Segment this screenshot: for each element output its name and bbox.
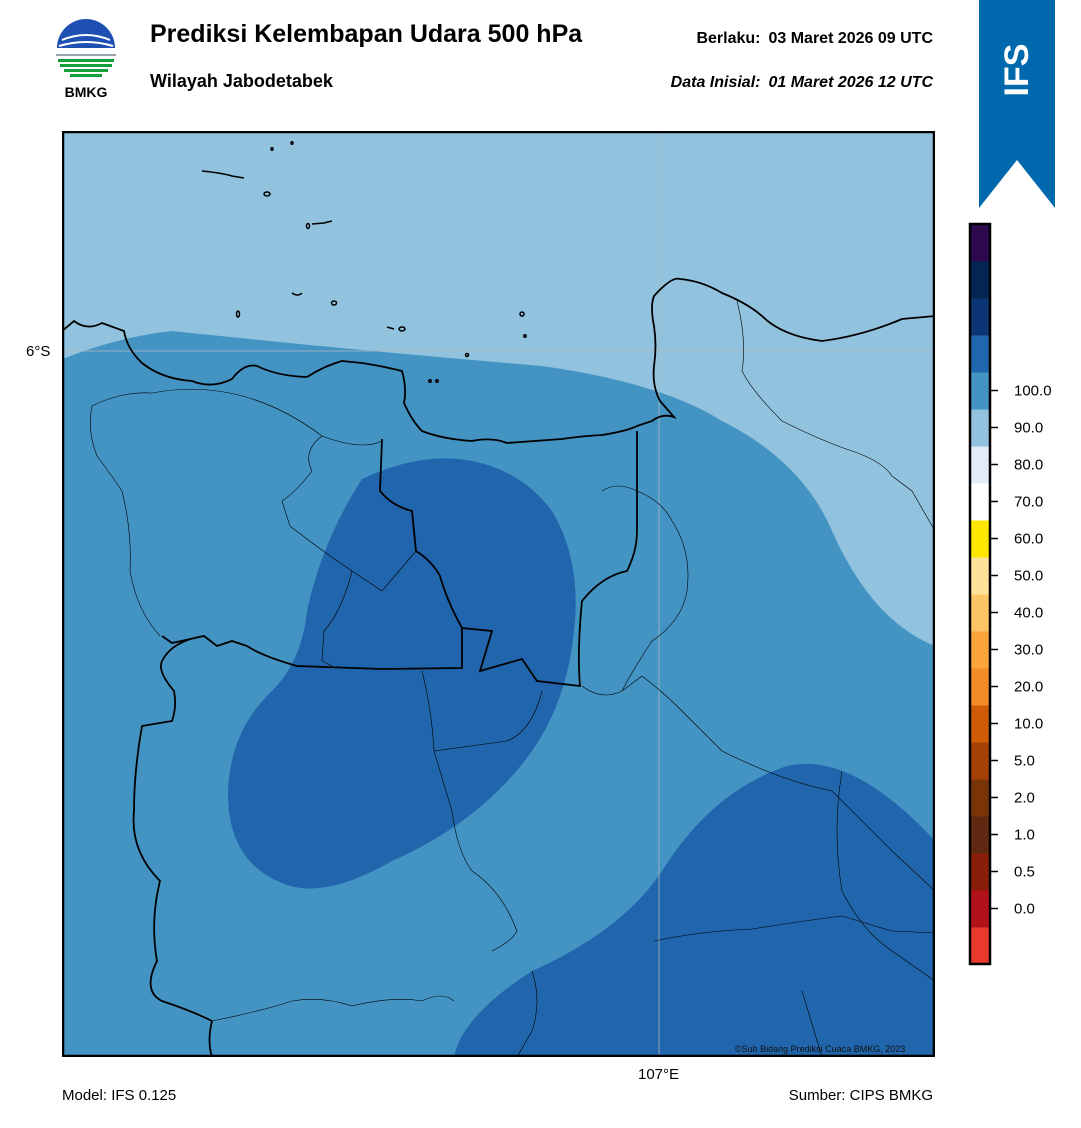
- regency-boundaries: [90, 300, 935, 1057]
- colorbar-cell: [970, 298, 990, 336]
- colorbar-tick-label: 70.0: [1014, 494, 1043, 511]
- colorbar-tick-label: 20.0: [1014, 679, 1043, 696]
- colorbar-cell: [970, 520, 990, 558]
- colorbar-cell: [970, 261, 990, 299]
- colorbar-cell: [970, 224, 990, 262]
- colorbar-cell: [970, 631, 990, 669]
- map-frame: [62, 131, 935, 1057]
- colorbar-tick-label: 60.0: [1014, 531, 1043, 548]
- colorbar-legend: 0.0 0.5 1.0 2.0 5.0 10.0 20.0 30.0 40.0 50.0 60.0 7…: [968, 222, 1052, 966]
- model-label: Model: IFS 0.125: [62, 1087, 177, 1104]
- colorbar-cell: [970, 668, 990, 706]
- ifs-banner-text: IFS: [998, 44, 1036, 97]
- colorbar-cell: [970, 557, 990, 595]
- colorbar-cell: [970, 742, 990, 780]
- colorbar-frame: [968, 222, 992, 966]
- valid-time: Berlaku: 03 Maret 2026 09 UTC: [696, 30, 933, 48]
- valid-label: Berlaku:: [696, 30, 761, 47]
- colorbar-tick-label: 100.0: [1014, 383, 1052, 400]
- zone-80-90-southeast: [454, 763, 935, 1057]
- page-subtitle: Wilayah Jabodetabek: [150, 71, 333, 91]
- colorbar-cell: [970, 927, 990, 965]
- colorbar-tick-label: 30.0: [1014, 642, 1043, 659]
- colorbar-tick-label: 0.5: [1014, 864, 1035, 881]
- colorbar-cell: [970, 483, 990, 521]
- colorbar-cell: [970, 890, 990, 928]
- colorbar-tick-label: 10.0: [1014, 716, 1043, 733]
- humidity-map: [62, 131, 935, 1057]
- ifs-text: IFS: [998, 44, 1036, 97]
- lon-label-107e: 107°E: [638, 1066, 680, 1083]
- source-label: Sumber: CIPS BMKG: [788, 1087, 933, 1104]
- thousand-islands: [201, 141, 527, 383]
- colorbar-tick-label: 2.0: [1014, 790, 1035, 807]
- colorbar-cell: [970, 446, 990, 484]
- colorbar-cell: [970, 372, 990, 410]
- colorbar-tick-label: 1.0: [1014, 827, 1035, 844]
- colorbar-cell: [970, 594, 990, 632]
- bmkg-logo-icon: [56, 19, 116, 77]
- lat-label-6s: 6°S: [26, 343, 51, 360]
- colorbar-cell: [970, 816, 990, 854]
- init-value: 01 Maret 2026 12 UTC: [768, 74, 933, 91]
- colorbar-cell: [970, 335, 990, 373]
- init-time: Data Inisial: 01 Maret 2026 12 UTC: [671, 74, 933, 92]
- coastline: [62, 277, 935, 444]
- page-title: Prediksi Kelembapan Udara 500 hPa: [150, 20, 583, 48]
- init-label: Data Inisial:: [670, 74, 761, 91]
- copyright-text: ©Sub Bidang Prediksi Cuaca BMKG, 2023: [735, 1044, 906, 1054]
- logo-text: BMKG: [64, 84, 108, 100]
- colorbar-cell: [970, 853, 990, 891]
- colorbar-tick-label: 80.0: [1014, 457, 1043, 474]
- colorbar-cell: [970, 779, 990, 817]
- colorbar-cell: [970, 409, 990, 447]
- colorbar-tick-label: 40.0: [1014, 605, 1043, 622]
- colorbar-tick-label: 90.0: [1014, 420, 1043, 437]
- colorbar-tick-label: 5.0: [1014, 753, 1035, 770]
- valid-value: 03 Maret 2026 09 UTC: [768, 30, 933, 47]
- colorbar-tick-label: 50.0: [1014, 568, 1043, 585]
- zone-80-90-west: [227, 458, 576, 889]
- colorbar-cell: [970, 705, 990, 743]
- ifs-banner: [979, 0, 1055, 208]
- province-boundary: [132, 431, 638, 1057]
- colorbar-tick-label: 0.0: [1014, 901, 1035, 918]
